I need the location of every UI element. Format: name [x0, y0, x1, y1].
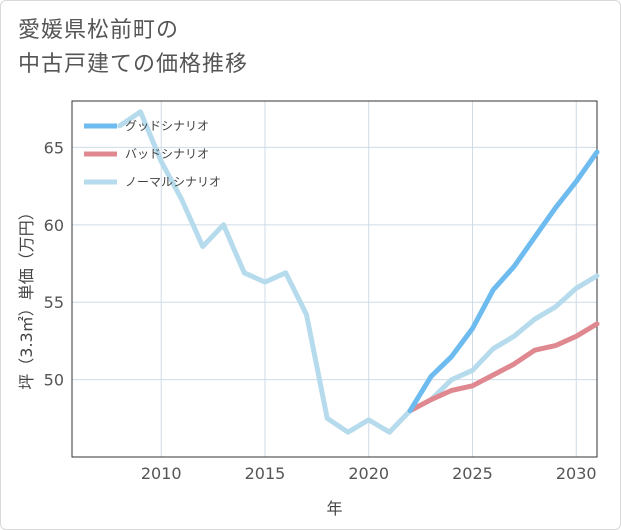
title-line-1: 愛媛県松前町の: [18, 18, 180, 43]
legend-label: バッドシナリオ: [125, 147, 209, 161]
x-tick-label: 2020: [348, 464, 389, 483]
series-line: [407, 149, 600, 414]
y-tick-label: 60: [44, 216, 64, 235]
x-tick-label: 2025: [452, 464, 493, 483]
y-tick-label: 50: [44, 371, 64, 390]
x-tick-label: 2010: [141, 464, 182, 483]
legend-label: グッドシナリオ: [125, 119, 209, 133]
series-line: [407, 321, 600, 414]
title-line-2: 中古戸建ての価格推移: [18, 52, 249, 77]
axis-ticks: 2010 2015 2020 2025 2030 50 55 60 65: [44, 138, 597, 483]
series-line: [117, 109, 600, 435]
grid: [72, 101, 597, 457]
x-axis-title: 年: [326, 499, 342, 518]
legend-label: ノーマルシナリオ: [125, 175, 221, 189]
chart-title: 愛媛県松前町の 中古戸建ての価格推移: [18, 14, 248, 82]
x-tick-label: 2030: [556, 464, 597, 483]
y-axis-title: 坪（3.3㎡）単価（万円）: [17, 204, 36, 389]
plot-area: [71, 100, 598, 458]
y-tick-label: 55: [44, 293, 64, 312]
x-tick-label: 2015: [245, 464, 286, 483]
y-tick-label: 65: [44, 138, 64, 157]
series-lines: [117, 109, 600, 435]
